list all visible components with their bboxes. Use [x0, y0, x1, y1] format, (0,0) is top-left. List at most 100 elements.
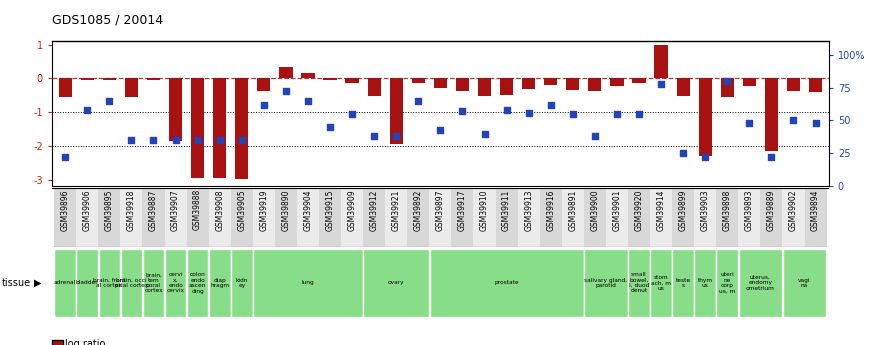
- Bar: [452, 188, 473, 247]
- Point: [191, 137, 205, 143]
- Text: GSM39902: GSM39902: [789, 189, 798, 231]
- Bar: [434, 78, 447, 88]
- Point: [235, 137, 249, 143]
- Bar: [213, 78, 227, 178]
- Point: [323, 124, 337, 130]
- Point: [698, 155, 712, 160]
- Text: log ratio: log ratio: [65, 339, 106, 345]
- Text: GSM39914: GSM39914: [657, 189, 666, 231]
- Text: uteri
ne
corp
us, m: uteri ne corp us, m: [719, 272, 736, 294]
- Text: GSM39912: GSM39912: [370, 189, 379, 230]
- Bar: [628, 188, 650, 247]
- Point: [168, 137, 183, 143]
- Text: GSM39910: GSM39910: [480, 189, 489, 231]
- Bar: [297, 188, 319, 247]
- Text: small
bowel,
I, duod
denut: small bowel, I, duod denut: [629, 272, 650, 294]
- Text: lung: lung: [302, 280, 314, 285]
- Bar: [142, 188, 165, 247]
- Point: [720, 78, 735, 84]
- Bar: [319, 188, 341, 247]
- Text: brain,
tem
poral
cortex: brain, tem poral cortex: [144, 272, 163, 294]
- FancyBboxPatch shape: [650, 249, 672, 317]
- Bar: [738, 188, 761, 247]
- Text: GSM39887: GSM39887: [149, 189, 158, 230]
- Point: [102, 98, 116, 104]
- Text: GSM39894: GSM39894: [811, 189, 820, 231]
- Bar: [584, 188, 606, 247]
- Bar: [633, 78, 646, 82]
- Bar: [301, 73, 314, 78]
- Text: GSM39915: GSM39915: [325, 189, 334, 231]
- Text: GSM39907: GSM39907: [171, 189, 180, 231]
- Text: GSM39891: GSM39891: [568, 189, 577, 230]
- Text: tissue: tissue: [2, 278, 31, 288]
- Bar: [566, 78, 580, 90]
- Bar: [346, 78, 358, 82]
- Bar: [522, 78, 535, 89]
- Point: [654, 81, 668, 86]
- Text: GSM39906: GSM39906: [82, 189, 91, 231]
- Bar: [186, 188, 209, 247]
- Bar: [120, 188, 142, 247]
- Bar: [456, 78, 470, 91]
- Bar: [275, 188, 297, 247]
- Point: [256, 102, 271, 107]
- Bar: [672, 188, 694, 247]
- Point: [367, 134, 382, 139]
- Bar: [253, 188, 275, 247]
- FancyBboxPatch shape: [186, 249, 209, 317]
- Text: GSM39896: GSM39896: [61, 189, 70, 231]
- Text: GSM39900: GSM39900: [590, 189, 599, 231]
- FancyBboxPatch shape: [694, 249, 716, 317]
- Point: [544, 102, 558, 107]
- Point: [787, 118, 801, 123]
- FancyBboxPatch shape: [76, 249, 98, 317]
- Bar: [231, 188, 253, 247]
- Text: GSM39895: GSM39895: [105, 189, 114, 231]
- Bar: [606, 188, 628, 247]
- FancyBboxPatch shape: [364, 249, 429, 317]
- FancyBboxPatch shape: [253, 249, 363, 317]
- Text: uterus,
endomy
ometrium: uterus, endomy ometrium: [746, 275, 775, 291]
- Bar: [539, 188, 562, 247]
- Text: GSM39899: GSM39899: [678, 189, 687, 231]
- Bar: [125, 78, 138, 97]
- Bar: [257, 78, 271, 91]
- Point: [565, 111, 580, 117]
- Text: teste
s: teste s: [676, 278, 691, 288]
- Text: GSM39911: GSM39911: [502, 189, 511, 230]
- Bar: [676, 78, 690, 96]
- Text: GSM39920: GSM39920: [634, 189, 643, 231]
- Text: GSM39909: GSM39909: [348, 189, 357, 231]
- FancyBboxPatch shape: [121, 249, 142, 317]
- Text: GSM39921: GSM39921: [392, 189, 401, 230]
- Bar: [235, 78, 248, 179]
- Text: cervi
x,
endo
cervix: cervi x, endo cervix: [167, 272, 185, 294]
- Point: [742, 120, 756, 126]
- Bar: [495, 188, 518, 247]
- Bar: [99, 188, 120, 247]
- Point: [279, 89, 293, 94]
- Point: [632, 111, 646, 117]
- Point: [478, 131, 492, 136]
- Text: GSM39918: GSM39918: [127, 189, 136, 230]
- FancyBboxPatch shape: [55, 249, 76, 317]
- Point: [455, 108, 470, 114]
- Point: [588, 134, 602, 139]
- FancyBboxPatch shape: [142, 249, 164, 317]
- Text: prostate: prostate: [495, 280, 519, 285]
- Bar: [280, 67, 292, 78]
- Point: [146, 137, 160, 143]
- Text: ▶: ▶: [34, 278, 41, 288]
- FancyBboxPatch shape: [231, 249, 253, 317]
- Bar: [363, 188, 385, 247]
- Text: GSM39888: GSM39888: [194, 189, 202, 230]
- Text: GSM39898: GSM39898: [723, 189, 732, 230]
- Bar: [165, 188, 186, 247]
- Text: GSM39904: GSM39904: [304, 189, 313, 231]
- Bar: [103, 78, 116, 80]
- Bar: [544, 78, 557, 85]
- Text: GSM39897: GSM39897: [435, 189, 445, 231]
- Text: GSM39889: GSM39889: [767, 189, 776, 230]
- Bar: [805, 188, 827, 247]
